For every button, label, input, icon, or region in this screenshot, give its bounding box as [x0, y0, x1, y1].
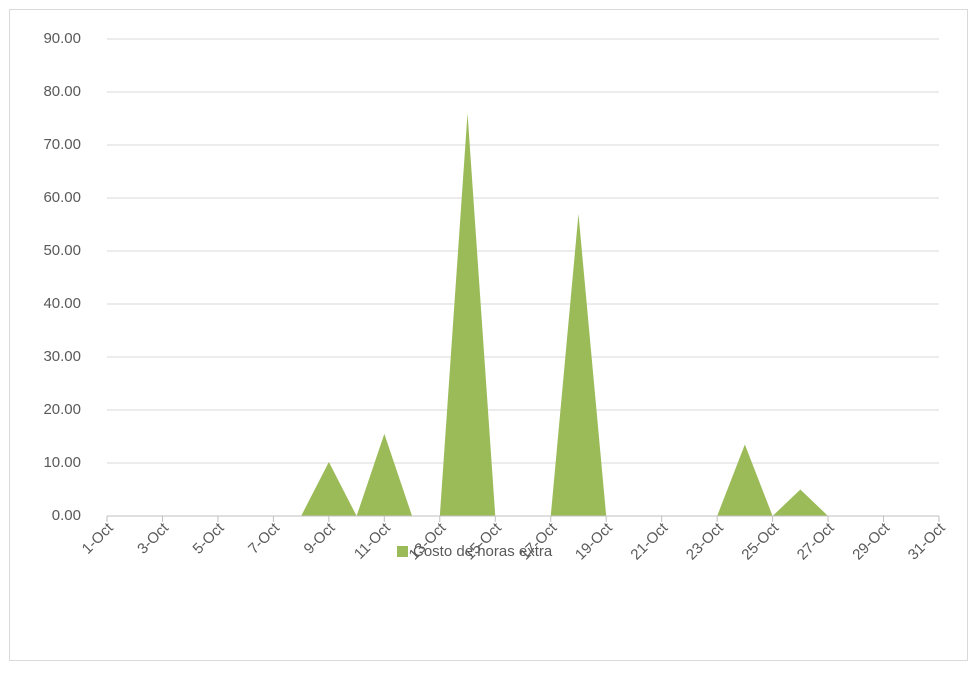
y-tick-label: 20.00: [43, 401, 81, 418]
y-tick-label: 90.00: [43, 30, 81, 47]
y-tick-label: 50.00: [43, 242, 81, 259]
y-tick-label: 30.00: [43, 348, 81, 365]
y-tick-label: 70.00: [43, 136, 81, 153]
chart-border: [9, 9, 968, 661]
y-tick-label: 60.00: [43, 189, 81, 206]
y-tick-label: 10.00: [43, 454, 81, 471]
y-tick-label: 0.00: [52, 507, 81, 524]
y-tick-label: 40.00: [43, 295, 81, 312]
legend-swatch: [397, 546, 408, 557]
legend-label: Costo de horas extra: [413, 543, 553, 560]
y-tick-label: 80.00: [43, 83, 81, 100]
